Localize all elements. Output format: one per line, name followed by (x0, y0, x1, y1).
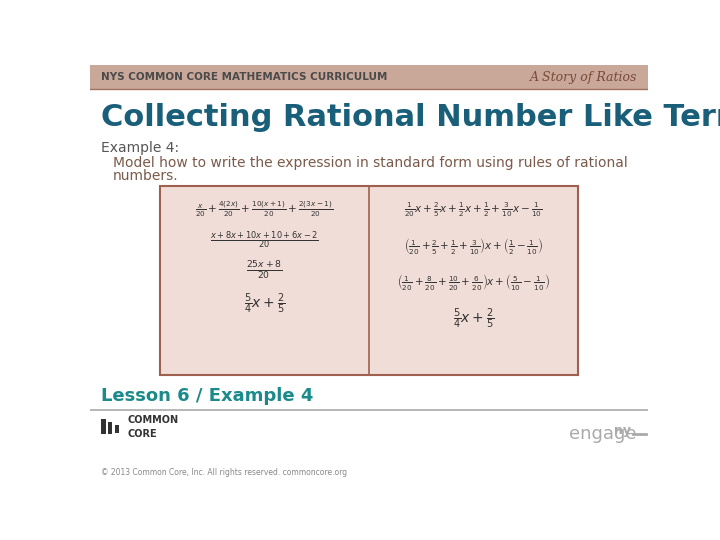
Text: $\left(\frac{1}{20}+\frac{8}{20}+\frac{10}{20}+\frac{6}{20}\right)x+\left(\frac{: $\left(\frac{1}{20}+\frac{8}{20}+\frac{1… (397, 272, 550, 292)
Text: engage: engage (569, 426, 636, 443)
FancyBboxPatch shape (101, 419, 106, 434)
Text: $\frac{x+8x+10x+10+6x-2}{20}$: $\frac{x+8x+10x+10+6x-2}{20}$ (210, 230, 319, 251)
FancyBboxPatch shape (160, 186, 578, 375)
Text: © 2013 Common Core, Inc. All rights reserved. commoncore.org: © 2013 Common Core, Inc. All rights rese… (101, 468, 347, 477)
FancyBboxPatch shape (90, 65, 648, 90)
Text: Example 4:: Example 4: (101, 141, 179, 155)
Text: COMMON
CORE: COMMON CORE (128, 415, 179, 438)
FancyBboxPatch shape (108, 422, 112, 434)
Text: Lesson 6 / Example 4: Lesson 6 / Example 4 (101, 387, 313, 405)
Text: $\left(\frac{1}{20}+\frac{2}{5}+\frac{1}{2}+\frac{3}{10}\right)x+\left(\frac{1}{: $\left(\frac{1}{20}+\frac{2}{5}+\frac{1}… (404, 236, 543, 256)
Text: A Story of Ratios: A Story of Ratios (530, 71, 637, 84)
Text: $\frac{x}{20}+\frac{4(2x)}{20}+\frac{10(x+1)}{20}+\frac{2(3x-1)}{20}$: $\frac{x}{20}+\frac{4(2x)}{20}+\frac{10(… (195, 200, 333, 219)
Text: Collecting Rational Number Like Terms: Collecting Rational Number Like Terms (101, 103, 720, 132)
Text: $\frac{25x+8}{20}$: $\frac{25x+8}{20}$ (246, 260, 283, 282)
Text: ny: ny (614, 424, 631, 437)
Text: NYS COMMON CORE MATHEMATICS CURRICULUM: NYS COMMON CORE MATHEMATICS CURRICULUM (101, 72, 387, 82)
FancyBboxPatch shape (114, 425, 120, 433)
Text: $\frac{5}{4}x+\frac{2}{5}$: $\frac{5}{4}x+\frac{2}{5}$ (243, 291, 285, 316)
Text: $\frac{1}{20}x+\frac{2}{5}x+\frac{1}{2}x+\frac{1}{2}+\frac{3}{10}x-\frac{1}{10}$: $\frac{1}{20}x+\frac{2}{5}x+\frac{1}{2}x… (405, 200, 543, 219)
Text: $\frac{5}{4}x+\frac{2}{5}$: $\frac{5}{4}x+\frac{2}{5}$ (453, 307, 495, 331)
Text: numbers.: numbers. (113, 170, 179, 184)
Text: Model how to write the expression in standard form using rules of rational: Model how to write the expression in sta… (113, 157, 628, 170)
